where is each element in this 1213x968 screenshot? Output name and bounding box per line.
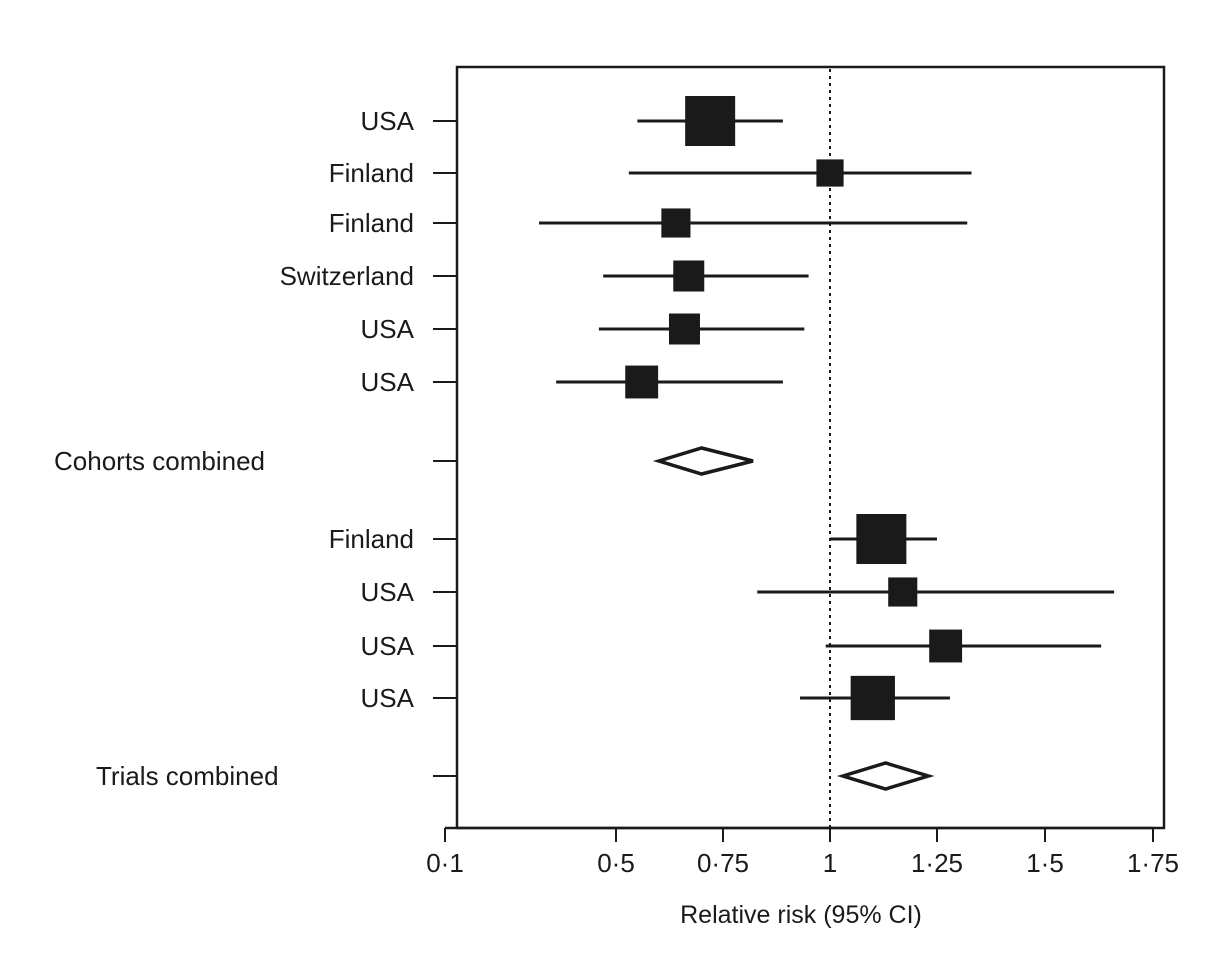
study-row: USA — [361, 629, 1102, 663]
x-tick-label: 1·5 — [1026, 848, 1064, 878]
estimate-marker — [816, 159, 844, 187]
row-label: Finland — [329, 208, 414, 238]
study-row: USA — [361, 577, 1115, 607]
estimate-marker — [661, 208, 691, 238]
row-label: Switzerland — [280, 261, 414, 291]
rows-layer: USA Finland Finland Switzerland USA USA Cohort… — [54, 96, 1115, 791]
study-row: Finland — [329, 208, 968, 238]
study-row: USA — [361, 96, 783, 146]
pooled-diamond — [836, 761, 935, 791]
x-tick-label: 1·25 — [911, 848, 963, 878]
row-label: Finland — [329, 158, 414, 188]
x-tick-label: 1·75 — [1127, 848, 1179, 878]
estimate-marker — [685, 96, 736, 146]
study-row: Finland — [329, 514, 937, 564]
study-row: USA — [361, 313, 805, 345]
row-label: Cohorts combined — [54, 446, 265, 476]
row-label: Trials combined — [96, 761, 279, 791]
estimate-marker — [673, 260, 705, 292]
study-row: Switzerland — [280, 260, 809, 292]
row-label: USA — [361, 106, 415, 136]
row-label: Finland — [329, 524, 414, 554]
estimate-marker — [929, 629, 963, 663]
row-label: USA — [361, 367, 415, 397]
x-tick-label: 1 — [823, 848, 837, 878]
row-label: USA — [361, 683, 415, 713]
x-axis-title: Relative risk (95% CI) — [680, 901, 922, 929]
x-axis: 0·1 0·5 0·75 1 1·25 1·5 1·75 — [426, 826, 1179, 878]
x-tick-label: 0·1 — [426, 848, 464, 878]
x-tick-label: 0·5 — [597, 848, 635, 878]
x-tick-label: 0·75 — [697, 848, 749, 878]
estimate-marker — [888, 577, 918, 607]
estimate-marker — [856, 514, 907, 564]
row-label: USA — [361, 314, 415, 344]
study-row: Finland — [329, 158, 972, 188]
row-label: USA — [361, 577, 415, 607]
study-row: USA — [361, 675, 950, 721]
estimate-marker — [850, 675, 895, 721]
estimate-marker — [668, 313, 700, 345]
study-row: USA — [361, 365, 783, 399]
pooled-row: Cohorts combined — [54, 446, 754, 476]
pooled-row: Trials combined — [96, 761, 935, 791]
row-label: USA — [361, 631, 415, 661]
pooled-diamond — [652, 446, 754, 476]
estimate-marker — [625, 365, 659, 399]
